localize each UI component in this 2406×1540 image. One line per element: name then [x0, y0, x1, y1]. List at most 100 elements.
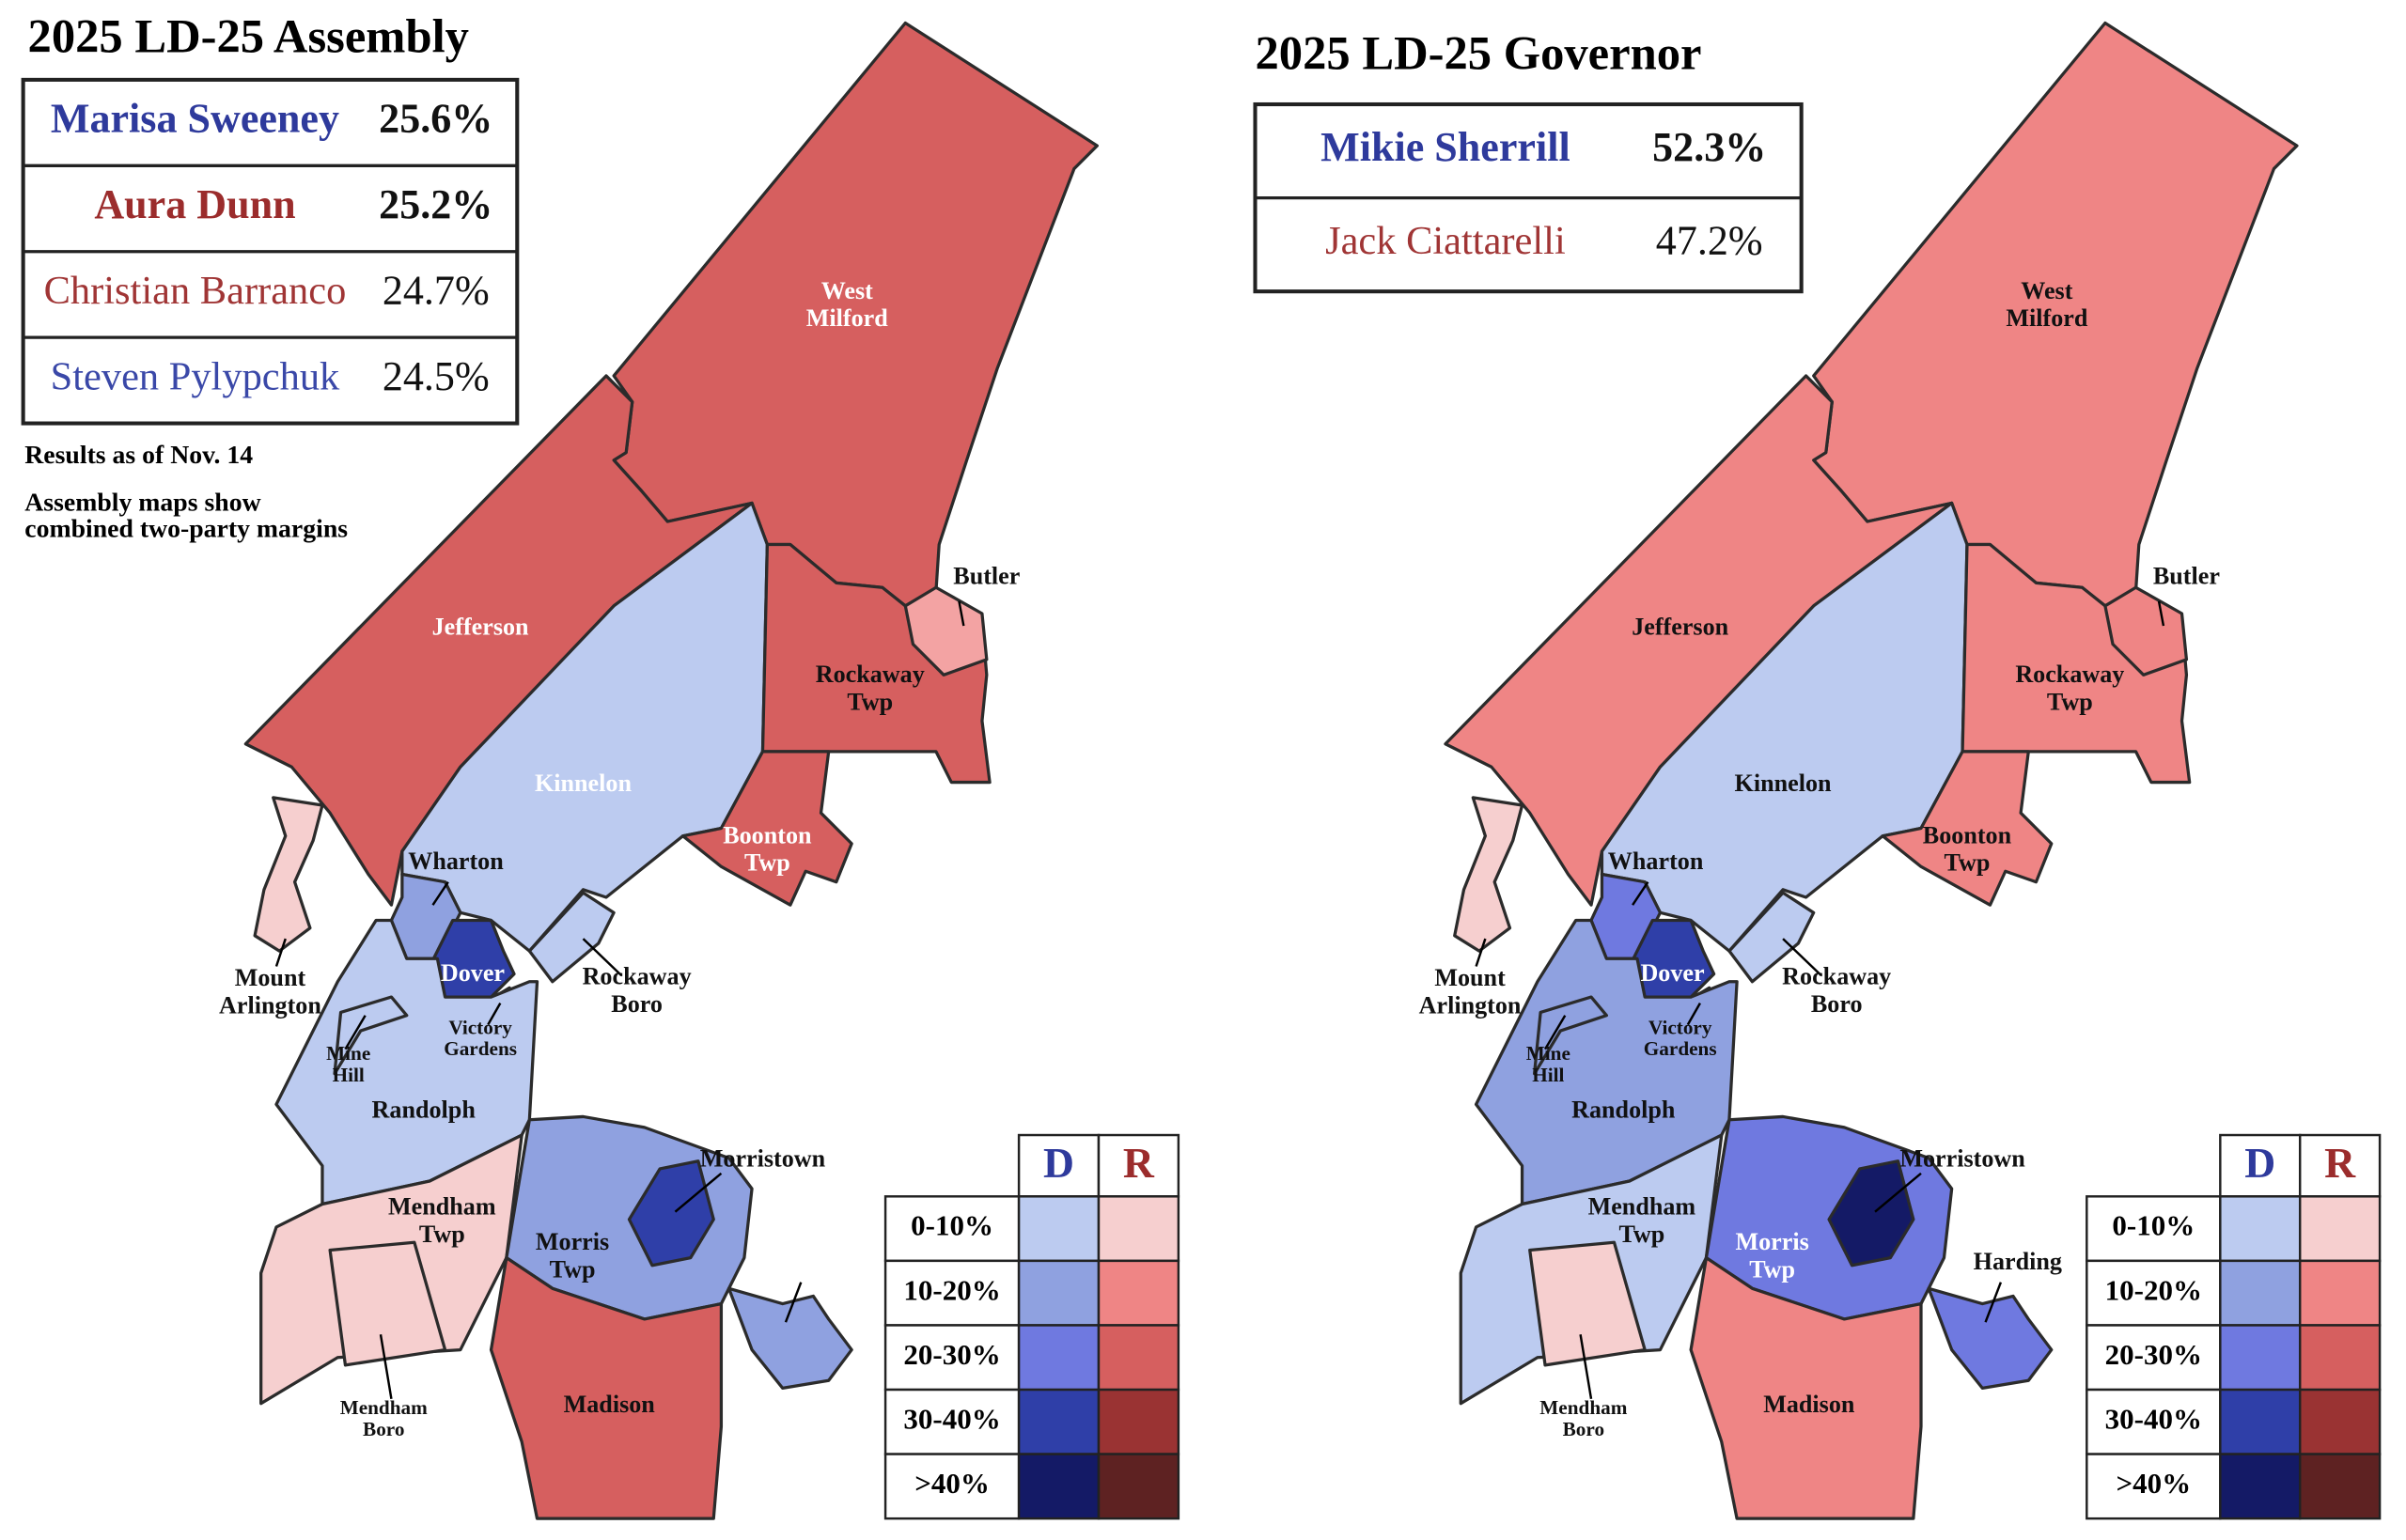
leader-line	[344, 1015, 367, 1050]
municipality-label: Kinnelon	[1735, 770, 1833, 797]
municipality	[726, 1286, 853, 1391]
leader-line	[1579, 1334, 1593, 1400]
legend-swatch	[1017, 1388, 1101, 1455]
leader-line	[1782, 938, 1822, 977]
leader-line	[431, 880, 449, 906]
legend-swatch	[2298, 1388, 2382, 1455]
legend-label-cell	[883, 1388, 1021, 1455]
municipality	[1689, 1255, 1923, 1520]
leader-line	[379, 1334, 393, 1400]
candidate-name: Jack Ciattarelli	[1325, 219, 1566, 263]
municipality-label: Morristown	[700, 1145, 826, 1173]
municipality	[333, 995, 409, 1076]
municipality-label: Rockaway Twp	[2015, 661, 2124, 715]
legend-swatch	[2298, 1259, 2382, 1327]
legend-swatch	[2219, 1453, 2302, 1520]
municipality-label: Dover	[1640, 959, 1705, 987]
municipality	[2103, 585, 2189, 677]
legend-header: D	[1043, 1139, 1074, 1187]
legend-label: 20-30%	[903, 1338, 1000, 1371]
candidate-name: Steven Pylypchuk	[51, 355, 340, 399]
legend-swatch	[1097, 1388, 1180, 1455]
candidate-pct: 24.7%	[383, 268, 490, 314]
municipality-label: Boonton Twp	[723, 821, 812, 876]
municipality	[274, 918, 539, 1206]
municipality	[903, 585, 989, 677]
municipality	[1727, 891, 1816, 984]
legend-swatch	[2298, 1324, 2382, 1392]
municipality-label: Jefferson	[1632, 613, 1728, 640]
municipality-label: Boonton Twp	[1923, 821, 2012, 876]
municipality	[527, 891, 616, 984]
candidate-pct: 25.6%	[379, 96, 492, 142]
legend-label: 20-30%	[2105, 1338, 2202, 1371]
leader-line	[1984, 1282, 2003, 1323]
municipality-label: Madison	[564, 1391, 656, 1418]
leader-line	[784, 1282, 803, 1323]
municipality-label: Mendham Twp	[1588, 1192, 1696, 1247]
legend-swatch	[1097, 1195, 1180, 1263]
legend-swatch	[2298, 1453, 2382, 1520]
legend-label-cell	[2086, 1324, 2222, 1392]
municipality-label: Randolph	[372, 1097, 477, 1124]
municipality-label: Mendham Twp	[388, 1192, 496, 1247]
map: West Milford Jefferson Rockaway Twp Kinnelon B…	[1419, 21, 2299, 1520]
legend-label: 0-10%	[2112, 1209, 2195, 1242]
candidate-name: Mikie Sherrill	[1320, 124, 1570, 170]
legend-label: >40%	[914, 1467, 990, 1500]
municipality-label: Wharton	[408, 848, 504, 875]
notes: Results as of Nov. 14 Assembly maps show …	[24, 442, 362, 541]
legend-swatch	[1097, 1453, 1180, 1520]
municipality-label: Kinnelon	[535, 770, 633, 797]
legend-swatch	[1017, 1259, 1101, 1327]
candidate-pct: 25.2%	[379, 181, 492, 227]
municipality-label: Harding	[773, 1248, 862, 1275]
municipality	[1961, 542, 2192, 785]
municipality-label: Harding	[1974, 1248, 2062, 1275]
map-title: 2025 LD-25 Governor	[1256, 27, 1702, 80]
municipality-label: West Milford	[2006, 277, 2087, 332]
legend-swatch	[1097, 1324, 1180, 1392]
municipality-label: Rockaway Boro	[1782, 963, 1891, 1018]
municipality-label: Victory Gardens	[1644, 1016, 1717, 1060]
municipality-label: Jefferson	[432, 613, 529, 640]
municipality-label: Rockaway Twp	[816, 661, 925, 715]
municipality-label: Dover	[441, 959, 506, 987]
candidate-pct: 52.3%	[1652, 124, 1766, 170]
municipality-label: Morristown	[1899, 1145, 2025, 1173]
legend-swatch	[1017, 1453, 1101, 1520]
municipality-label: Mendham Boro	[1539, 1396, 1627, 1440]
legend-header-cell	[2298, 1133, 2382, 1198]
leader-line	[582, 938, 623, 977]
municipality-label: Victory Gardens	[444, 1016, 517, 1060]
municipality	[1528, 1240, 1647, 1367]
leader-line	[958, 600, 965, 627]
municipality-label: Morris Twp	[1735, 1228, 1808, 1283]
legend-swatch	[2219, 1259, 2302, 1327]
municipality-label: Mendham Boro	[340, 1396, 428, 1440]
leader-line	[487, 1003, 502, 1026]
municipality	[1453, 796, 1524, 953]
municipality-label: West Milford	[806, 277, 888, 332]
legend-swatch	[1017, 1324, 1101, 1392]
municipality	[489, 1255, 724, 1520]
leader-line	[274, 938, 287, 967]
legend-swatch	[2219, 1388, 2302, 1455]
municipality	[1474, 918, 1739, 1206]
notes-text: Results as of Nov. 14 Assembly maps show …	[24, 442, 362, 541]
candidate-name: Marisa Sweeney	[51, 96, 339, 142]
candidate-pct: 47.2%	[1656, 217, 1763, 263]
legend-header: D	[2244, 1139, 2275, 1187]
leader-line	[1686, 1003, 1701, 1026]
candidate-name: Aura Dunn	[94, 181, 295, 227]
legend-swatch	[2219, 1324, 2302, 1392]
note: Results as of Nov. 14	[24, 442, 254, 470]
map: West Milford Jefferson Rockaway Twp Kinnelon B…	[219, 21, 1099, 1520]
municipality-label: Butler	[2153, 562, 2220, 589]
municipality-label: Morris Twp	[536, 1228, 609, 1283]
municipality	[1881, 750, 2054, 907]
municipality	[1532, 995, 1608, 1076]
municipality	[328, 1240, 447, 1367]
legend-header-cell	[1097, 1133, 1180, 1198]
